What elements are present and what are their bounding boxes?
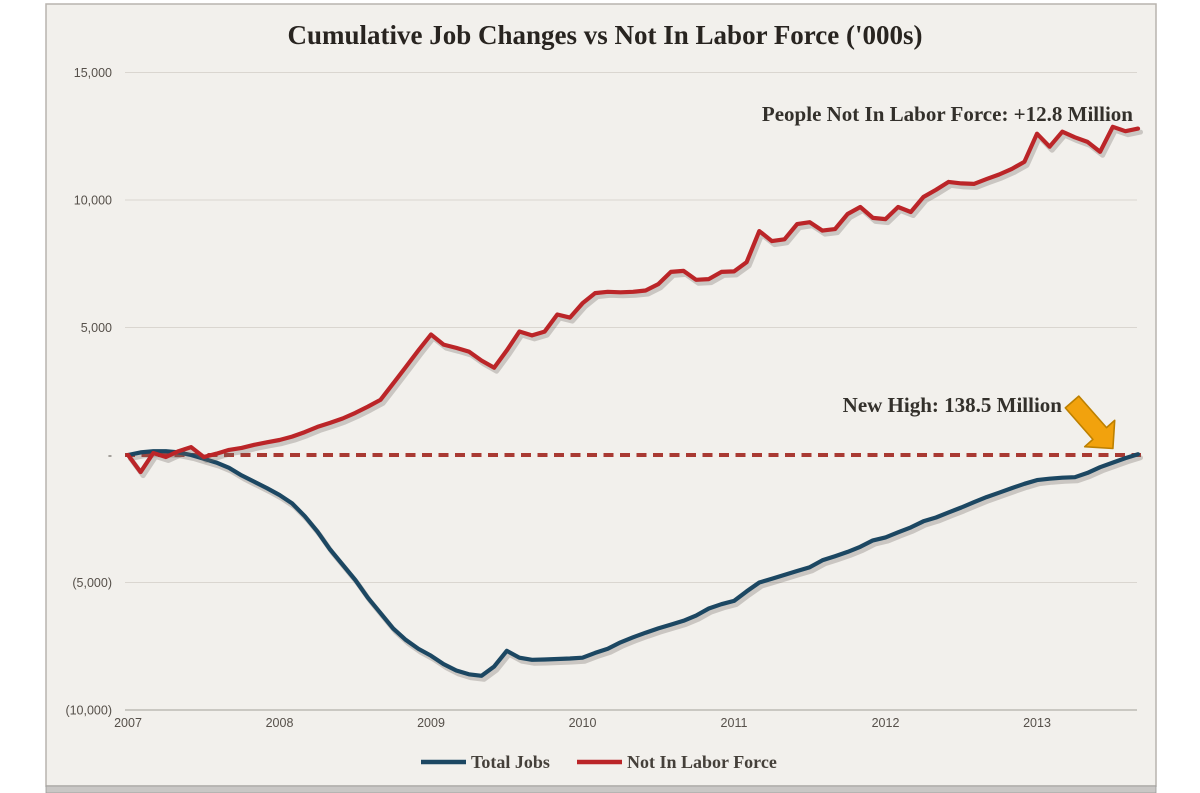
y-axis-tick-labels: 15,000 10,000 5,000 - (5,000) (10,000) <box>65 66 112 718</box>
series-line-total-jobs <box>125 449 1141 678</box>
y-tick-label: - <box>108 449 112 463</box>
legend-label-total-jobs: Total Jobs <box>471 752 550 772</box>
x-tick-label: 2011 <box>721 716 748 730</box>
y-tick-label: 5,000 <box>81 321 112 335</box>
y-tick-label: 10,000 <box>74 194 112 208</box>
x-tick-label: 2007 <box>114 716 142 730</box>
data-series <box>125 124 1143 682</box>
x-tick-label: 2010 <box>569 716 597 730</box>
x-tick-label: 2013 <box>1023 716 1051 730</box>
x-tick-label: 2012 <box>872 716 900 730</box>
annotation-people-not-in-labor-force: People Not In Labor Force: +12.8 Million <box>762 102 1133 126</box>
y-tick-label: 15,000 <box>74 66 112 80</box>
x-axis-tick-labels: 2007 2008 2009 2010 2011 2012 2013 <box>114 716 1051 730</box>
y-tick-label: (5,000) <box>72 576 112 590</box>
bottom-strip <box>45 785 1157 793</box>
annotation-new-high: New High: 138.5 Million <box>843 393 1063 417</box>
series-shadow-not-in-labor-force <box>128 127 1143 479</box>
chart-title: Cumulative Job Changes vs Not In Labor F… <box>287 20 922 50</box>
chart-panel <box>45 3 1157 787</box>
legend: Total Jobs Not In Labor Force <box>421 752 777 772</box>
y-tick-label: (10,000) <box>65 704 112 718</box>
x-tick-label: 2009 <box>417 716 445 730</box>
series-line-not-in-labor-force <box>125 124 1141 475</box>
legend-label-not-in-labor-force: Not In Labor Force <box>627 752 777 772</box>
new-high-arrow-icon <box>1064 395 1116 450</box>
x-tick-label: 2008 <box>266 716 294 730</box>
